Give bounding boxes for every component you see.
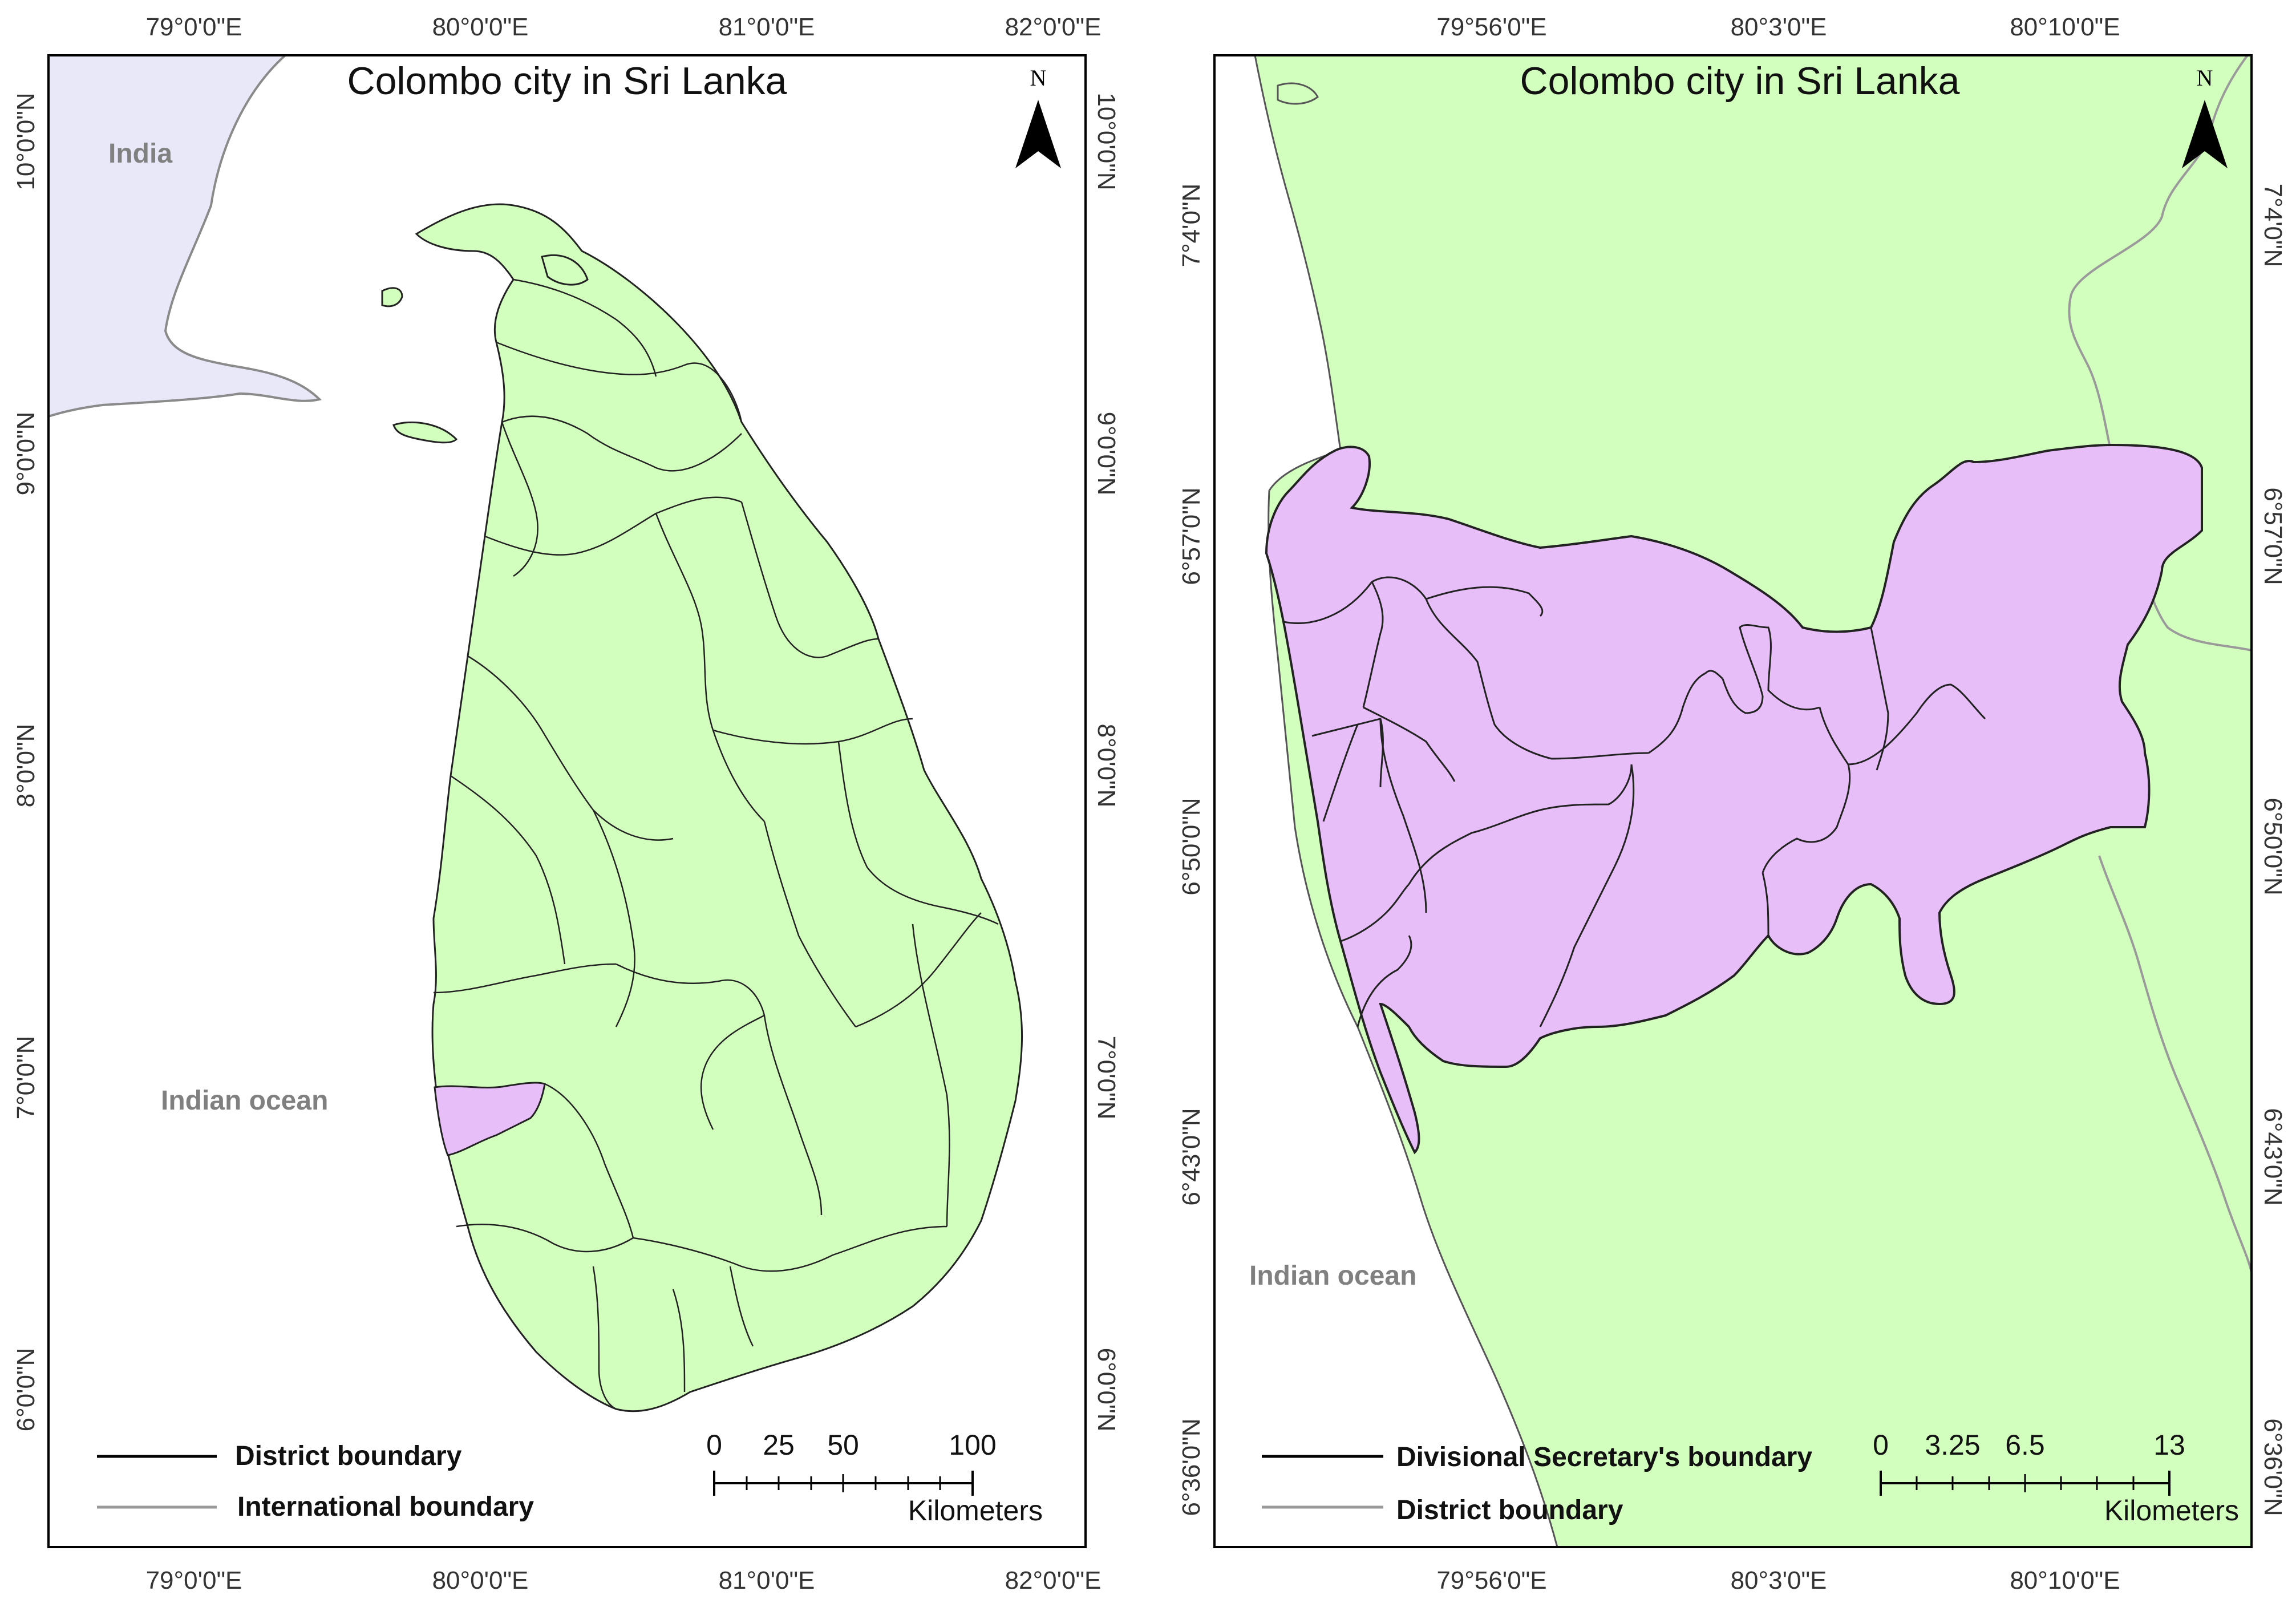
right-tick-label: 8°0'0"N	[1092, 724, 1120, 808]
scale-bar: 0 25 50 100 Kilometers	[706, 1429, 1043, 1527]
bottom-tick-label: 79°0'0"E	[146, 1566, 242, 1594]
map-title: Colombo city in Sri Lanka	[1520, 59, 1959, 103]
left-tick-label: 6°57'0"N	[1177, 487, 1205, 585]
top-tick-label: 80°10'0"E	[2010, 13, 2120, 41]
right-tick-label: 10°0'0"N	[1092, 92, 1120, 190]
scale-tick-label: 50	[827, 1429, 859, 1461]
bottom-tick-label: 80°10'0"E	[2010, 1566, 2120, 1594]
legend: District boundary International boundary	[97, 1441, 534, 1522]
right-tick-label: 6°36'0"N	[2259, 1418, 2287, 1516]
legend-item-label: International boundary	[237, 1492, 534, 1522]
scale-tick-label: 6.5	[2005, 1429, 2045, 1461]
right-tick-label: 6°50'0"N	[2259, 798, 2287, 895]
scale-tick-label: 100	[949, 1429, 996, 1461]
north-label: N	[2197, 65, 2213, 91]
divisional-boundaries	[1283, 576, 1986, 1027]
scale-unit-label: Kilometers	[908, 1495, 1043, 1527]
legend-item-label: District boundary	[235, 1441, 462, 1471]
right-tick-label: 6°43'0"N	[2259, 1108, 2287, 1205]
bottom-tick-label: 81°0'0"E	[719, 1566, 815, 1594]
left-tick-label: 10°0'0"N	[12, 92, 40, 190]
scale-tick-label: 25	[763, 1429, 795, 1461]
india-label: India	[108, 139, 172, 169]
map-panel-colombo: Colombo city in Sri Lanka N 79°56'0"E 80…	[1177, 13, 2287, 1594]
scale-tick-label: 13	[2153, 1429, 2185, 1461]
left-tick-label: 6°50'0"N	[1177, 798, 1205, 895]
left-tick-label: 6°0'0"N	[12, 1348, 40, 1432]
north-arrow-icon: N	[1015, 65, 1061, 168]
bottom-tick-label: 80°3'0"E	[1731, 1566, 1827, 1594]
bottom-tick-label: 82°0'0"E	[1005, 1566, 1102, 1594]
scale-bar: 0 3.25 6.5 13 Kilometers	[1873, 1429, 2239, 1527]
north-arrow-icon: N	[2182, 65, 2228, 168]
right-tick-label: 9°0'0"N	[1092, 412, 1120, 496]
bottom-tick-label: 80°0'0"E	[432, 1566, 529, 1594]
colombo-district	[434, 1082, 546, 1156]
legend-item-label: Divisional Secretary's boundary	[1396, 1442, 1812, 1472]
left-tick-label: 7°0'0"N	[12, 1036, 40, 1120]
northern-islands	[381, 254, 589, 444]
left-tick-label: 7°4'0"N	[1177, 184, 1205, 268]
top-tick-label: 80°0'0"E	[432, 13, 529, 41]
district-boundaries	[433, 278, 999, 1410]
scale-tick-label: 0	[1873, 1429, 1889, 1461]
bottom-tick-label: 79°56'0"E	[1436, 1566, 1546, 1594]
legend: Divisional Secretary's boundary District…	[1262, 1442, 1812, 1525]
left-tick-label: 9°0'0"N	[12, 412, 40, 496]
left-tick-label: 6°43'0"N	[1177, 1108, 1205, 1205]
top-tick-label: 82°0'0"E	[1005, 13, 1102, 41]
ocean-label: Indian ocean	[161, 1086, 328, 1116]
right-tick-label: 6°57'0"N	[2259, 487, 2287, 585]
colombo-district	[1265, 443, 2203, 1155]
left-tick-label: 6°36'0"N	[1177, 1418, 1205, 1516]
map-title: Colombo city in Sri Lanka	[347, 59, 787, 103]
sri-lanka-landmass	[415, 203, 1023, 1412]
top-tick-label: 80°3'0"E	[1731, 13, 1827, 41]
ocean-label: Indian ocean	[1249, 1261, 1416, 1291]
left-tick-label: 8°0'0"N	[12, 724, 40, 808]
north-label: N	[1030, 65, 1047, 91]
top-tick-label: 79°56'0"E	[1436, 13, 1546, 41]
legend-item-label: District boundary	[1396, 1495, 1623, 1525]
top-tick-label: 81°0'0"E	[719, 13, 815, 41]
right-tick-label: 6°0'0"N	[1092, 1348, 1120, 1432]
top-tick-label: 79°0'0"E	[146, 13, 242, 41]
right-tick-label: 7°4'0"N	[2259, 184, 2287, 268]
right-tick-label: 7°0'0"N	[1092, 1036, 1120, 1120]
scale-unit-label: Kilometers	[2104, 1495, 2239, 1527]
map-panel-sri-lanka: Colombo city in Sri Lanka N 79°0'0"E 80°…	[12, 13, 1120, 1594]
india-landmass	[48, 55, 322, 418]
scale-tick-label: 0	[706, 1429, 722, 1461]
scale-tick-label: 3.25	[1925, 1429, 1980, 1461]
